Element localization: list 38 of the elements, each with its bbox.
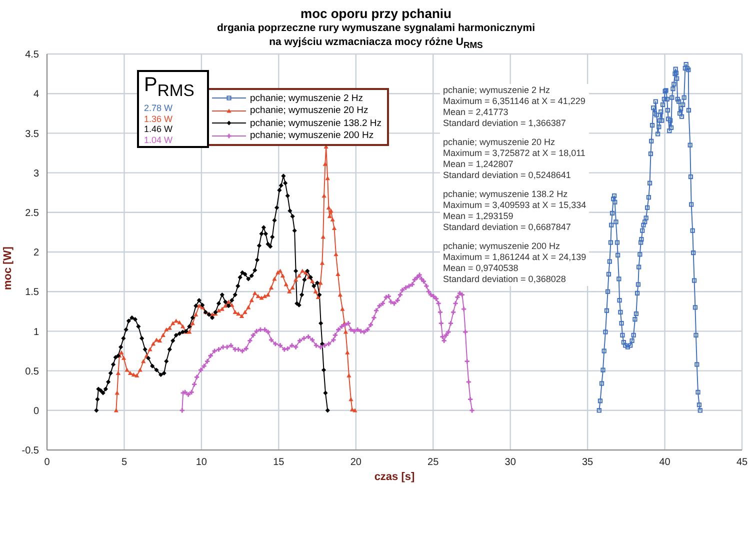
x-axis-title: czas [s] xyxy=(374,471,416,483)
chart-subtitle: drgania poprzeczne rury wymuszane sygnalami harmonicznymi na wyjściu wzmacniacza mocy różne U$_{RMS}$ xyxy=(216,21,536,50)
annotation: pchanie; wymuszenie 138.2 Hz Maximum = 3,409593 at X = 15,334 Mean = 1,293159 Standard deviation = 0,6687847 xyxy=(443,189,586,233)
annotation: 2.78 W xyxy=(144,103,174,114)
x-tick-label: 35 xyxy=(582,457,594,468)
legend-label: pchanie; wymuszenie 20 Hz xyxy=(250,105,368,116)
annotation: pchanie; wymuszenie 200 Hz Maximum = 1,861244 at X = 24,139 Mean = 0,9740538 Standard deviation = 0,368028 xyxy=(443,241,586,285)
x-tick-label: 30 xyxy=(504,457,516,468)
y-tick-label: 0 xyxy=(33,406,40,417)
annotation: 1.04 W xyxy=(144,134,174,145)
y-tick-label: 2.5 xyxy=(25,208,40,219)
y-tick-label: 3.5 xyxy=(25,128,40,140)
x-tick-label: 5 xyxy=(121,457,128,468)
y-axis-title: moc [W] xyxy=(2,246,14,290)
x-tick-label: 0 xyxy=(44,457,50,468)
y-tick-label: 1 xyxy=(33,326,40,338)
legend-label: pchanie; wymuszenie 138.2 Hz xyxy=(250,118,382,129)
x-tick-label: 25 xyxy=(428,457,440,468)
chart-title: moc oporu przy pchaniu xyxy=(300,6,452,21)
annotation: pchanie; wymuszenie 2 Hz Maximum = 6,351146 at X = 41,229 Mean = 2,41773 Standard deviation = 1,366387 xyxy=(443,85,586,129)
legend-label: pchanie; wymuszenie 2 Hz xyxy=(250,92,363,104)
y-tick-label: 2 xyxy=(33,248,40,259)
y-tick-label: 4 xyxy=(33,89,40,100)
x-tick-label: 45 xyxy=(736,457,748,468)
y-tick-label: 3 xyxy=(33,168,40,180)
annotation: 1.36 W xyxy=(144,114,174,124)
legend-label: pchanie; wymuszenie 200 Hz xyxy=(250,130,374,142)
y-tick-label: -0.5 xyxy=(22,446,40,457)
y-tick-label: 4.5 xyxy=(25,50,40,61)
annotation: pchanie; wymuszenie 20 Hz Maximum = 3,725872 at X = 18,011 Mean = 1,242807 Standard deviation = 0,5248641 xyxy=(443,137,586,181)
annotation: 1.46 W xyxy=(144,124,174,134)
x-tick-label: 10 xyxy=(196,457,208,468)
y-tick-label: 0.5 xyxy=(25,366,40,378)
x-tick-label: 40 xyxy=(659,457,671,468)
x-tick-label: 15 xyxy=(273,457,285,468)
annotation: P$_{RMS}$ xyxy=(144,73,196,102)
y-tick-label: 1.5 xyxy=(25,287,40,298)
x-tick-label: 20 xyxy=(350,457,362,468)
